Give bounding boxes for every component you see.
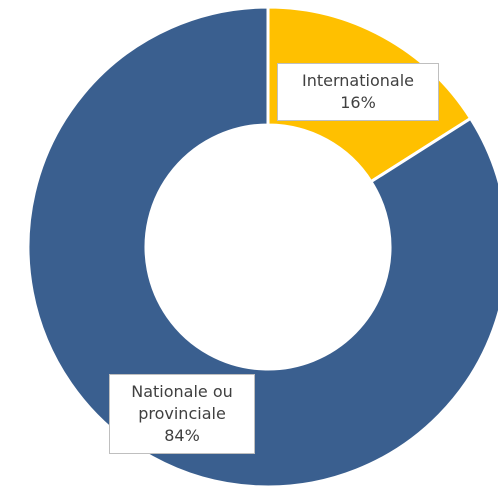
donut-slice <box>26 5 498 489</box>
value-label: 16% <box>340 93 376 112</box>
category-label: Nationale ou provinciale <box>131 382 233 423</box>
data-label: Internationale 16% <box>277 63 439 121</box>
value-label: 84% <box>164 426 200 445</box>
data-label: Nationale ou provinciale 84% <box>109 374 255 454</box>
category-label: Internationale <box>302 71 414 90</box>
